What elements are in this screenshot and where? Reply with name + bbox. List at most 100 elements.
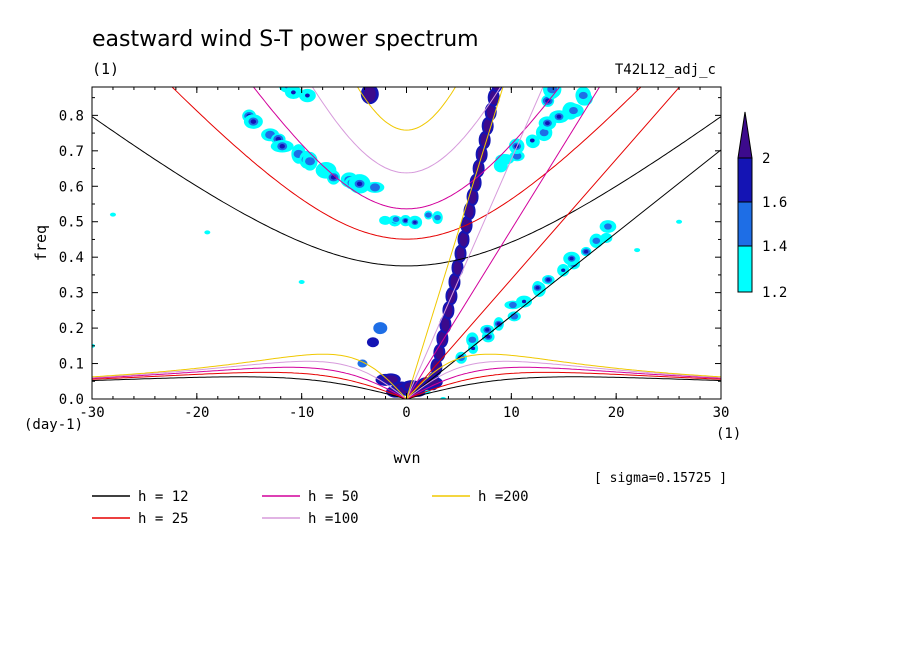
spectral-power-cell <box>545 121 550 126</box>
spectral-power-cell <box>366 337 379 348</box>
chart-subtitle-right: T42L12_adj_c <box>615 62 716 78</box>
x-tick-label: 10 <box>503 405 520 421</box>
colorbar-segment <box>737 245 753 293</box>
kelvin-curve <box>406 149 721 399</box>
x-tick-label: -10 <box>289 405 314 421</box>
spectral-power-cell <box>441 317 450 332</box>
rossby-curve <box>92 366 721 399</box>
rossby-curve <box>92 353 721 399</box>
spectral-power-cell <box>370 183 380 192</box>
spectral-power-cell <box>604 223 612 230</box>
axes: -30 -20 -10 0 10 20 30 0.0 0.1 0.2 0.3 0.4 0.5 0.6 0.7… <box>59 87 730 421</box>
x-axis-label: wvn <box>393 449 420 467</box>
rossby-curve <box>92 371 721 399</box>
colorbar-label: 2 <box>762 151 770 167</box>
spectral-power-cell <box>578 91 588 100</box>
spectral-power-cell <box>556 114 562 119</box>
kelvin-curve <box>406 87 504 399</box>
spectral-power-cell <box>250 119 257 124</box>
spectral-power-cell <box>298 280 305 284</box>
y-tick-label: 0.5 <box>59 215 84 231</box>
colorbar-label: 1.2 <box>762 285 787 301</box>
x-tick-label: -30 <box>79 405 104 421</box>
colorbar-segment <box>737 157 753 203</box>
spectral-power-cell <box>305 157 315 166</box>
y-tick-label: 0.7 <box>59 144 84 160</box>
spectral-power-cell <box>456 246 465 261</box>
spectral-power-cell <box>569 256 574 261</box>
spectral-power-cell <box>486 104 495 119</box>
spectral-power-cell <box>584 249 589 254</box>
colorbar: 1.2 1.4 1.6 2 <box>737 111 787 301</box>
chart-title: eastward wind S-T power spectrum <box>92 27 479 52</box>
spectral-power-cell <box>438 331 447 346</box>
spectral-power-cell <box>459 232 468 247</box>
spectral-power-cell <box>356 181 363 187</box>
spectral-power-cell <box>535 285 540 290</box>
spectral-power-cell <box>403 219 408 223</box>
spectral-power-cell <box>204 230 211 235</box>
chart-subtitle-left: (1) <box>92 60 119 78</box>
spectral-power-cell <box>471 175 480 190</box>
y-tick-label: 0.8 <box>59 108 84 124</box>
spectral-power-cell <box>521 299 527 304</box>
legend-label: h = 12 <box>138 489 189 505</box>
kelvin-curve <box>406 87 601 399</box>
spectral-power-cell <box>465 204 474 219</box>
spectral-power-cell <box>468 336 477 343</box>
spectral-power-cell <box>547 87 558 94</box>
y-tick-label: 0.1 <box>59 357 84 373</box>
y-axis-unit: (day-1) <box>24 417 83 433</box>
spectral-power-cell <box>600 232 613 244</box>
spectral-power-cell <box>434 214 441 221</box>
colorbar-label: 1.4 <box>762 239 787 255</box>
spectral-power-cell <box>432 360 441 375</box>
x-axis-unit: (1) <box>716 426 741 442</box>
inertia-gravity-curve <box>92 116 721 267</box>
colorbar-segment <box>737 201 753 247</box>
spectral-power-cell <box>357 359 368 368</box>
x-tick-label: 0 <box>402 405 410 421</box>
y-tick-label: 0.0 <box>59 392 84 408</box>
legend-label: h =200 <box>478 489 529 505</box>
spectral-power-cell <box>290 90 296 95</box>
x-tick-label: 20 <box>608 405 625 421</box>
spectral-power-cell <box>676 219 683 224</box>
dispersion-curves <box>92 87 721 399</box>
spectral-power-cell <box>539 129 549 137</box>
spectral-power-cell <box>512 152 522 160</box>
spectral-power-cell <box>373 322 388 335</box>
spectral-power-cell <box>287 87 288 88</box>
legend-label: h =100 <box>308 511 359 527</box>
sigma-note: [ sigma=0.15725 ] <box>594 471 727 486</box>
y-tick-label: 0.6 <box>59 179 84 195</box>
spectral-power-cell <box>569 106 578 115</box>
spectral-power-cell <box>413 220 417 224</box>
y-tick-label: 0.4 <box>59 250 84 266</box>
spectral-power-cell <box>486 335 491 339</box>
spectral-power-cell <box>634 248 641 253</box>
spectral-power-cell <box>480 133 489 148</box>
spectral-power-cell <box>425 212 432 218</box>
spectral-power-cell <box>485 328 490 332</box>
spectral-power-cell <box>592 237 601 244</box>
plot-frame <box>91 86 722 400</box>
legend-label: h = 50 <box>308 489 359 505</box>
spectral-power-cell <box>529 138 535 143</box>
spectral-power-cell <box>546 277 551 282</box>
inertia-gravity-curve <box>356 87 457 131</box>
y-tick-label: 0.2 <box>59 321 84 337</box>
colorbar-extend-arrow <box>737 111 753 159</box>
rossby-curve <box>92 360 721 399</box>
rossby-curve <box>92 376 721 399</box>
x-tick-label: 30 <box>713 405 730 421</box>
spectral-power-cell <box>379 215 392 225</box>
y-tick-label: 0.3 <box>59 286 84 302</box>
kelvin-curve <box>406 87 681 399</box>
x-tick-label: -20 <box>184 405 209 421</box>
inertia-gravity-curve <box>171 87 642 240</box>
legend: h = 12 h = 25 h = 50 h =100 h =200 <box>92 489 529 527</box>
spectral-power-cell <box>109 212 116 217</box>
spectral-power-cell <box>561 268 566 272</box>
